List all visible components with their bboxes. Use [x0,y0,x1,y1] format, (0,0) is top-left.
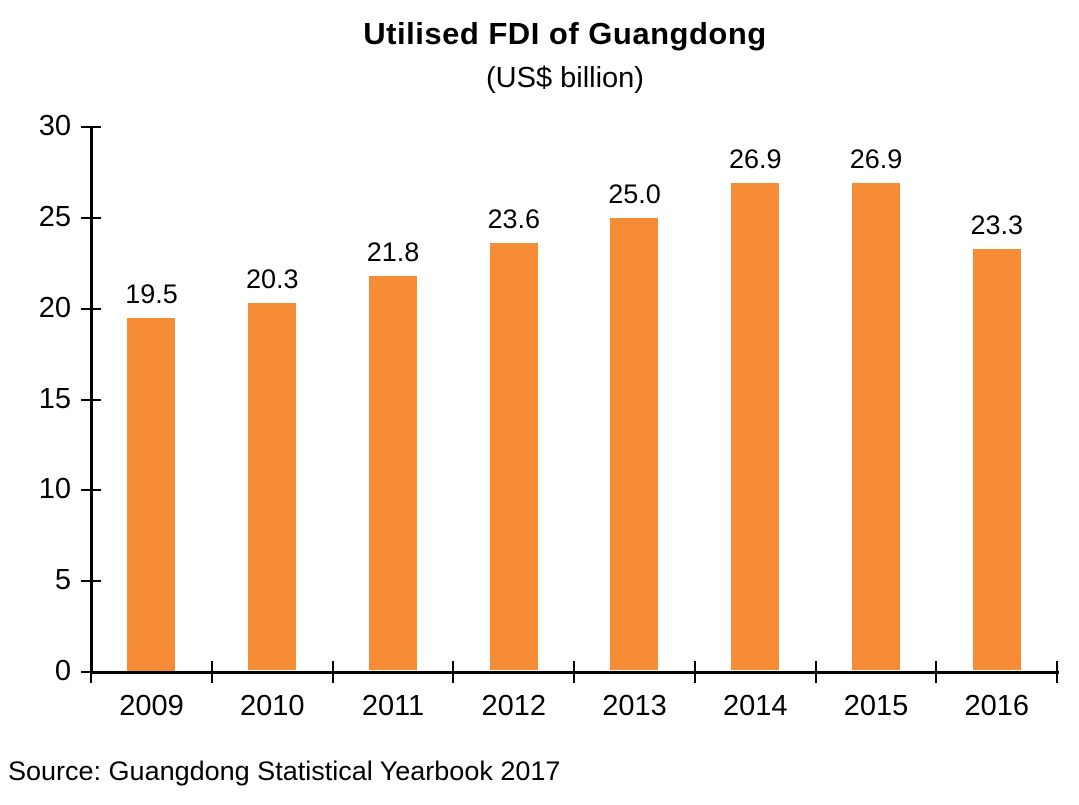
y-tick-label: 30 [38,110,71,142]
y-tick-label: 15 [38,382,71,415]
x-tick-label: 2009 [119,690,184,722]
x-tick-label: 2011 [361,690,425,722]
x-tick [90,661,92,683]
bar-2010 [248,303,297,671]
bar-2009 [127,317,176,671]
x-tick-label: 2013 [602,690,667,722]
x-tick [693,661,696,683]
x-tick [210,661,213,683]
bar-value-label: 19.5 [125,278,178,309]
bar-2012 [489,243,538,671]
x-tick-label: 2010 [239,690,305,722]
x-tick-label: 2012 [481,690,546,722]
bar-value-label: 25.0 [608,178,661,209]
bar-2016 [972,248,1021,671]
bar-value-label: 23.6 [487,204,541,235]
x-tick-label: 2016 [964,690,1029,722]
y-tick [81,489,101,492]
bar-value-label: 26.9 [728,144,782,175]
y-tick [81,307,101,310]
x-tick [573,661,575,683]
x-tick-label: 2015 [843,690,909,722]
y-tick-label: 25 [38,200,71,233]
x-tick [935,661,938,683]
y-tick-label: 10 [38,473,71,506]
bar-2014 [731,183,780,671]
y-tick [81,126,101,128]
bar-value-label: 26.9 [849,144,903,175]
bar-2013 [610,217,659,671]
bar-2015 [851,183,900,671]
x-tick [331,661,334,683]
bar-value-label: 21.8 [366,236,420,267]
bar-2011 [368,275,417,671]
x-tick-label: 2014 [722,690,788,722]
bar-value-label: 23.3 [970,209,1024,240]
y-tick-label: 5 [54,564,71,597]
x-tick [1056,661,1058,683]
y-tick [81,216,101,219]
bar-value-label: 20.3 [245,264,299,295]
y-tick-label: 0 [54,655,71,687]
chart-subtitle: (US$ billion) [486,62,644,94]
x-tick [814,661,817,683]
y-tick [81,398,101,401]
y-tick-label: 20 [38,291,71,324]
x-tick [452,661,455,683]
source-note: Source: Guangdong Statistical Yearbook 2… [8,756,561,786]
chart-title: Utilised FDI of Guangdong [363,16,767,51]
y-tick [81,580,101,583]
